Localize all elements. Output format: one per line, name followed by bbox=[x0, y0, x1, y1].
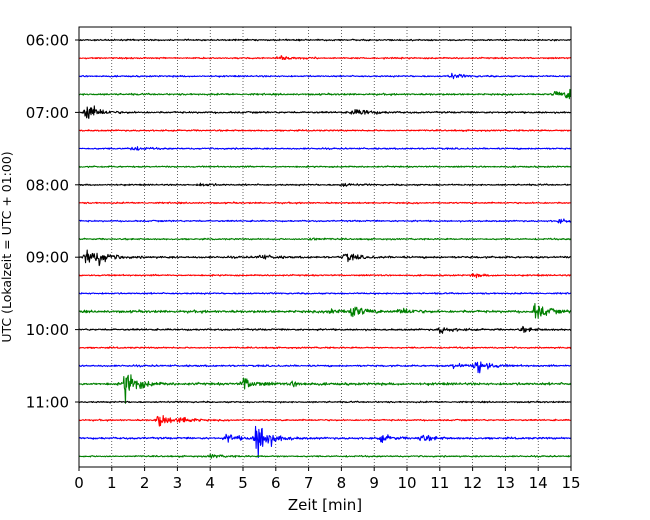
x-tick-label: 5 bbox=[238, 474, 248, 492]
grid-lines bbox=[111, 27, 539, 467]
trace-0630 bbox=[78, 72, 572, 80]
trace-1100 bbox=[78, 400, 572, 404]
y-axis: 06:00 07:00 08:00 09:00 10:00 11:00 bbox=[26, 32, 79, 412]
trace-0700 bbox=[78, 105, 572, 119]
plot-frame bbox=[78, 26, 572, 468]
y-tick-label: 07:00 bbox=[26, 104, 69, 122]
trace-0715 bbox=[78, 129, 572, 132]
trace-1145 bbox=[78, 453, 572, 459]
trace-0930 bbox=[78, 291, 572, 295]
trace-0845 bbox=[78, 237, 572, 241]
y-tick-label: 09:00 bbox=[26, 249, 69, 267]
x-tick-label: 11 bbox=[430, 474, 449, 492]
x-tick-label: 13 bbox=[496, 474, 515, 492]
y-axis-label: UTC (Lokalzeit = UTC + 01:00) bbox=[0, 151, 14, 342]
y-tick-label: 10:00 bbox=[26, 321, 69, 339]
x-tick-label: 2 bbox=[140, 474, 150, 492]
trace-1115 bbox=[78, 415, 572, 427]
x-tick-label: 8 bbox=[337, 474, 347, 492]
x-tick-label: 1 bbox=[107, 474, 117, 492]
trace-0915 bbox=[78, 273, 572, 279]
x-tick-label: 3 bbox=[173, 474, 183, 492]
trace-group bbox=[78, 38, 572, 459]
x-tick-label: 6 bbox=[271, 474, 281, 492]
x-tick-label: 4 bbox=[205, 474, 215, 492]
trace-1045 bbox=[78, 374, 572, 404]
x-tick-label: 9 bbox=[369, 474, 379, 492]
y-tick-label: 08:00 bbox=[26, 176, 69, 194]
x-tick-label: 15 bbox=[561, 474, 580, 492]
trace-0800 bbox=[78, 182, 572, 187]
trace-0645 bbox=[78, 88, 572, 100]
y-tick-label: 11:00 bbox=[26, 394, 69, 412]
trace-0900 bbox=[78, 249, 572, 267]
x-tick-label: 12 bbox=[463, 474, 482, 492]
trace-1030 bbox=[78, 361, 572, 374]
trace-0615 bbox=[78, 55, 572, 61]
trace-1000 bbox=[78, 325, 572, 334]
trace-0600 bbox=[78, 38, 572, 42]
x-tick-label: 10 bbox=[397, 474, 416, 492]
trace-0730 bbox=[78, 146, 572, 151]
x-axis-label: Zeit [min] bbox=[288, 496, 362, 514]
trace-1015 bbox=[78, 346, 572, 350]
x-tick-label: 14 bbox=[529, 474, 548, 492]
trace-0745 bbox=[78, 165, 572, 169]
x-tick-label: 0 bbox=[74, 474, 84, 492]
trace-0945 bbox=[78, 303, 572, 319]
trace-0815 bbox=[78, 201, 572, 205]
x-tick-label: 7 bbox=[304, 474, 314, 492]
trace-0830 bbox=[78, 218, 572, 224]
y-tick-label: 06:00 bbox=[26, 32, 69, 50]
trace-1130 bbox=[78, 425, 572, 459]
x-axis: 0 1 2 3 4 5 6 7 8 9 10 11 12 13 14 15 bbox=[74, 467, 581, 492]
